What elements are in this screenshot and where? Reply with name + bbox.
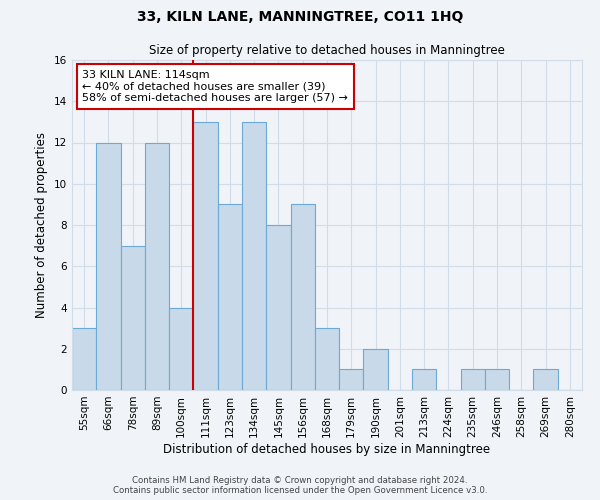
Text: 33, KILN LANE, MANNINGTREE, CO11 1HQ: 33, KILN LANE, MANNINGTREE, CO11 1HQ [137,10,463,24]
Y-axis label: Number of detached properties: Number of detached properties [35,132,49,318]
Bar [121,246,145,390]
Bar [72,328,96,390]
Bar [242,122,266,390]
Bar [461,370,485,390]
Bar [169,308,193,390]
Bar [315,328,339,390]
Bar [364,349,388,390]
Bar [218,204,242,390]
X-axis label: Distribution of detached houses by size in Manningtree: Distribution of detached houses by size … [163,442,491,456]
Bar [266,225,290,390]
Bar [412,370,436,390]
Bar [339,370,364,390]
Bar [145,142,169,390]
Text: 33 KILN LANE: 114sqm
← 40% of detached houses are smaller (39)
58% of semi-detac: 33 KILN LANE: 114sqm ← 40% of detached h… [82,70,348,103]
Bar [290,204,315,390]
Title: Size of property relative to detached houses in Manningtree: Size of property relative to detached ho… [149,44,505,58]
Bar [193,122,218,390]
Bar [96,142,121,390]
Bar [533,370,558,390]
Bar [485,370,509,390]
Text: Contains HM Land Registry data © Crown copyright and database right 2024.
Contai: Contains HM Land Registry data © Crown c… [113,476,487,495]
